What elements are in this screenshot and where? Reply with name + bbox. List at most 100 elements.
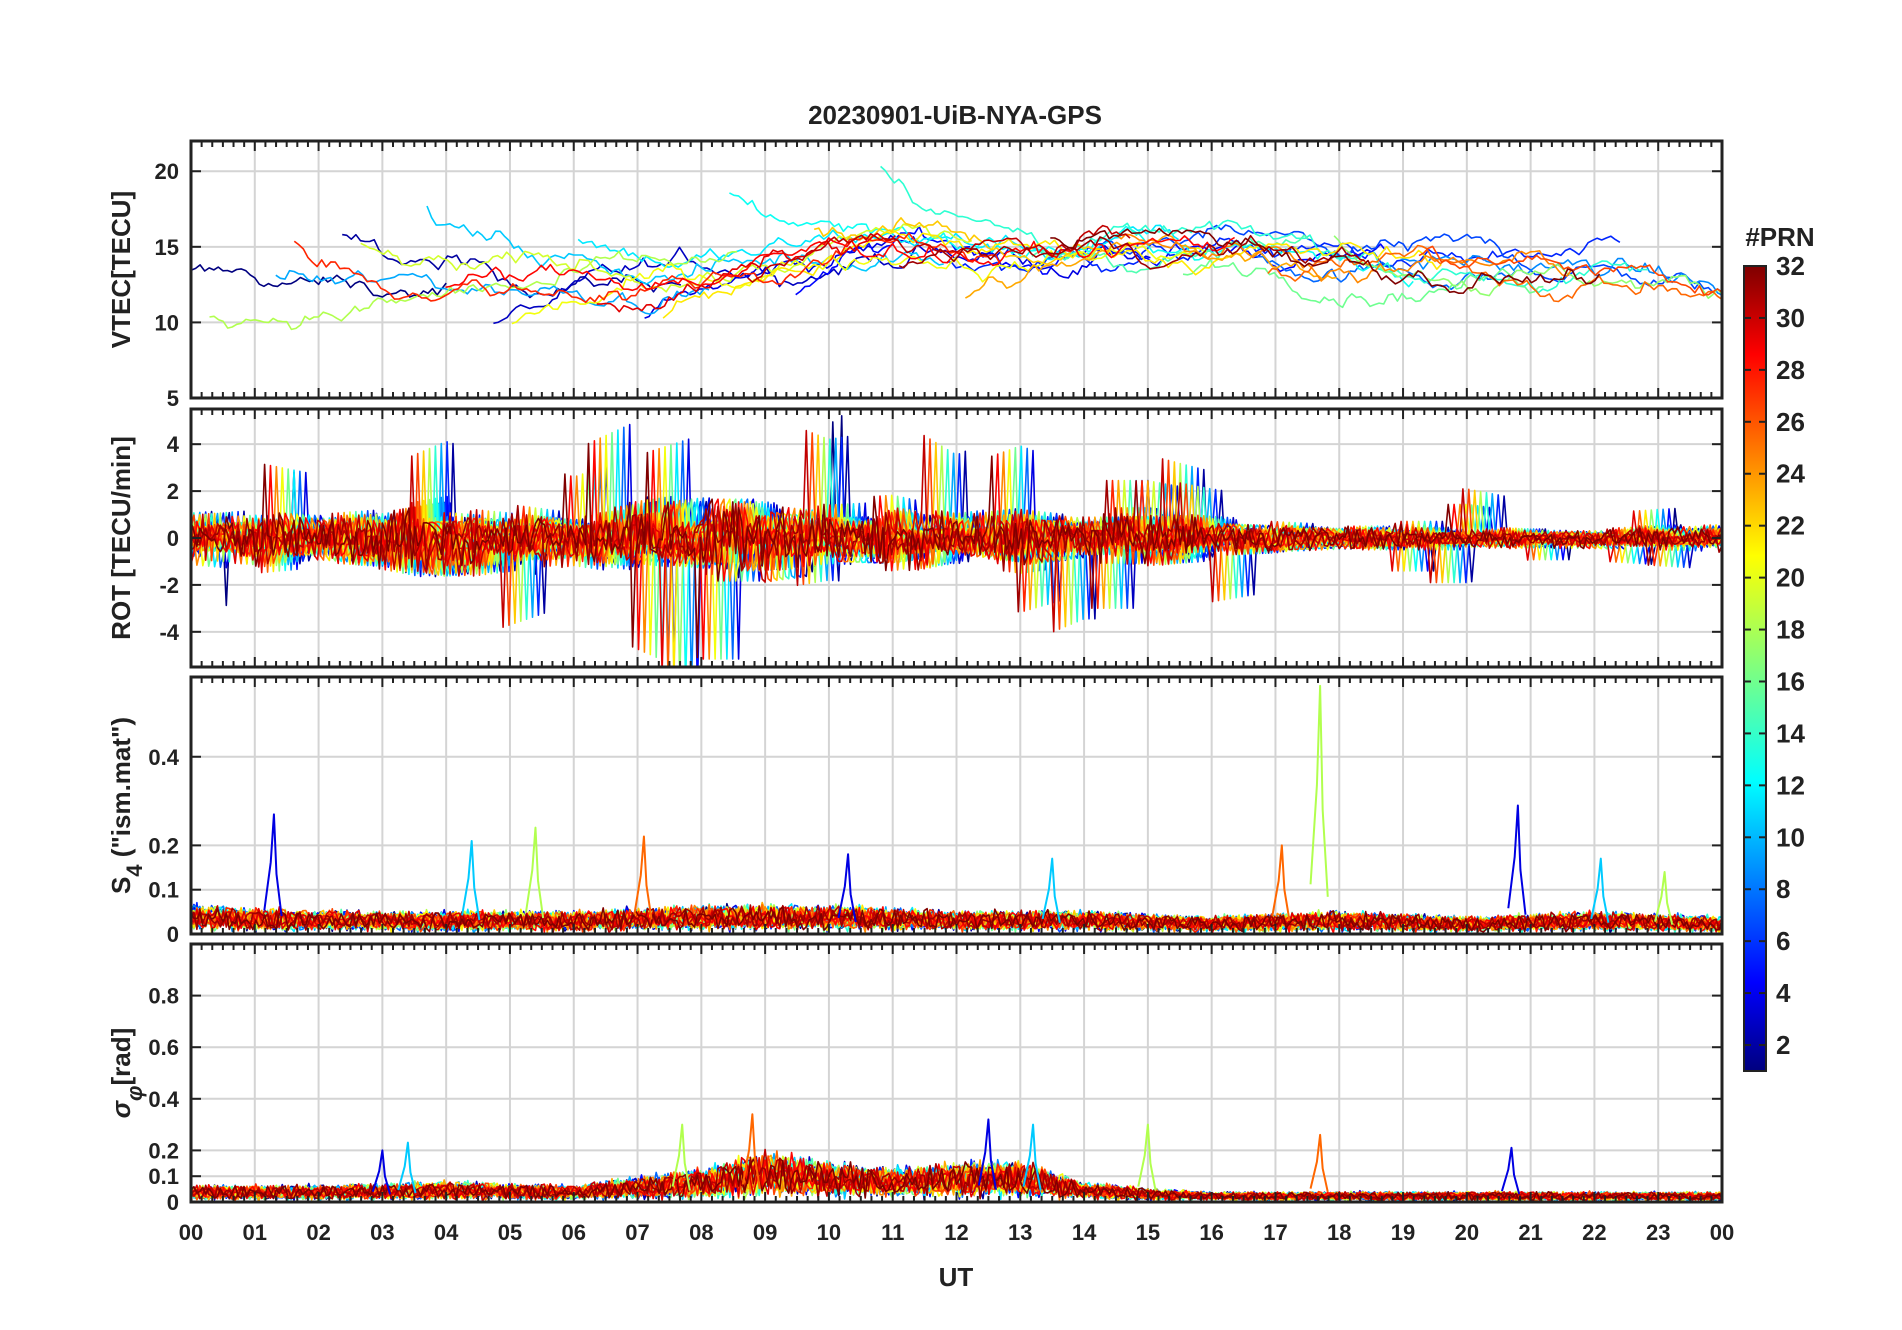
series-prn-29 — [596, 232, 896, 313]
series-peak — [1507, 804, 1527, 915]
x-tick-label: 10 — [817, 1220, 841, 1245]
series-peak — [1500, 1146, 1521, 1195]
y-tick-label: 4 — [167, 432, 180, 457]
series-peak — [524, 826, 545, 919]
colorbar-tick-label: 8 — [1776, 874, 1790, 904]
y-axis-label: S4 ("ism.mat") — [106, 717, 147, 894]
y-tick-label: 0 — [167, 1190, 179, 1215]
y-axis-label-rest: [rad] — [106, 1028, 136, 1086]
x-axis-label: UT — [939, 1262, 974, 1292]
colorbar-tick-label: 26 — [1776, 407, 1805, 437]
x-tick-label: 06 — [562, 1220, 586, 1245]
colorbar-tick-label: 2 — [1776, 1030, 1790, 1060]
colorbar-tick-label: 28 — [1776, 355, 1805, 385]
series-group — [191, 414, 1722, 667]
x-tick-label: 01 — [243, 1220, 267, 1245]
series-prn-21 — [662, 230, 1442, 319]
y-axis-label-main: S — [106, 877, 136, 894]
series-peak — [1137, 1123, 1157, 1191]
chart-title: 20230901-UiB-NYA-GPS — [808, 100, 1102, 130]
colorbar-tick-label: 20 — [1776, 563, 1805, 593]
x-tick-label: 00 — [1710, 1220, 1734, 1245]
series-peak — [1271, 844, 1291, 921]
series-prn-26 — [1418, 245, 1722, 296]
series-peak — [1309, 1133, 1329, 1193]
series-prn-27 — [293, 232, 1001, 304]
x-tick-label: 23 — [1646, 1220, 1670, 1245]
series-prn-7 — [1098, 224, 1722, 293]
colorbar-tick-label: 30 — [1776, 303, 1805, 333]
y-tick-label: 0.1 — [148, 878, 179, 903]
x-tick-label: 14 — [1072, 1220, 1097, 1245]
series-peak — [1041, 857, 1061, 923]
colorbar-tick-label: 10 — [1776, 822, 1805, 852]
y-tick-label: 20 — [155, 159, 179, 184]
y-axis-label-sub: φ — [122, 1086, 147, 1101]
y-tick-label: -2 — [159, 573, 179, 598]
series-peak — [371, 1149, 391, 1195]
series-prn-10 — [275, 269, 710, 315]
y-tick-label: 0.4 — [148, 1087, 179, 1112]
y-axis-label-main: σ — [106, 1099, 136, 1118]
x-tick-label: 03 — [370, 1220, 394, 1245]
x-tick-label: 13 — [1008, 1220, 1032, 1245]
colorbar-tick-label: 16 — [1776, 666, 1805, 696]
x-tick-label: 21 — [1518, 1220, 1542, 1245]
x-ticks — [190, 677, 1723, 934]
series-prn-3 — [493, 246, 917, 325]
x-tick-label: 22 — [1582, 1220, 1606, 1245]
series-prn-16 — [1182, 258, 1544, 309]
colorbar-gradient — [1743, 265, 1767, 1072]
y-tick-label: 15 — [155, 235, 179, 260]
colorbar-tick-label: 32 — [1776, 251, 1805, 281]
x-ticks — [190, 409, 1723, 667]
x-tick-label: 07 — [625, 1220, 649, 1245]
y-tick-label: 5 — [167, 386, 179, 411]
panel-s4: 00.10.20.4S4 ("ism.mat") — [106, 675, 1724, 947]
gridlines — [190, 141, 1723, 399]
series-peak — [977, 1118, 998, 1190]
x-tick-label: 04 — [434, 1220, 459, 1245]
colorbar-tick-label: 24 — [1776, 459, 1805, 489]
x-tick-label: 19 — [1391, 1220, 1415, 1245]
y-tick-label: 2 — [167, 479, 179, 504]
series-peak — [837, 853, 857, 923]
series-prn-28 — [445, 235, 1236, 292]
x-tick-label: 09 — [753, 1220, 777, 1245]
colorbar-tick-label: 22 — [1776, 511, 1805, 541]
panel-vtec: 5 10 15 20 VTEC[TECU] — [106, 139, 1724, 411]
x-tick-label: 05 — [498, 1220, 522, 1245]
x-tick-label: 15 — [1136, 1220, 1160, 1245]
y-tick-label: 0.2 — [148, 833, 179, 858]
series-peak — [397, 1141, 417, 1194]
series-peak — [263, 813, 283, 917]
series-peak — [1309, 684, 1329, 897]
y-axis-label: σφ[rad] — [106, 1028, 147, 1119]
x-tick-label: 00 — [179, 1220, 203, 1245]
y-axis-label-sub: 4 — [122, 864, 147, 877]
colorbar-title: #PRN — [1745, 222, 1814, 252]
x-ticks — [190, 944, 1723, 1202]
series-peak — [671, 1123, 691, 1191]
gridlines — [190, 677, 1723, 935]
y-axis-label-rest: ("ism.mat") — [106, 717, 136, 864]
series-prn-11 — [426, 205, 944, 285]
series-peak — [1654, 870, 1674, 925]
colorbar-tick-label: 18 — [1776, 615, 1805, 645]
colorbar-tick-label: 12 — [1776, 770, 1805, 800]
y-tick-label: 0.2 — [148, 1138, 179, 1163]
series-prn-32 — [1050, 227, 1601, 295]
x-tick-label: 17 — [1263, 1220, 1287, 1245]
y-tick-label: -4 — [159, 620, 179, 645]
series-peak — [741, 1113, 762, 1190]
y-tick-label: 0.4 — [148, 745, 179, 770]
y-axis-label: ROT [TECU/min] — [106, 436, 136, 640]
y-axis-label: VTEC[TECU] — [106, 191, 136, 348]
colorbar-tick-label: 4 — [1776, 978, 1791, 1008]
y-tick-label: 10 — [155, 310, 179, 335]
series-peak — [633, 835, 653, 920]
y-tick-label: 0.1 — [148, 1164, 179, 1189]
